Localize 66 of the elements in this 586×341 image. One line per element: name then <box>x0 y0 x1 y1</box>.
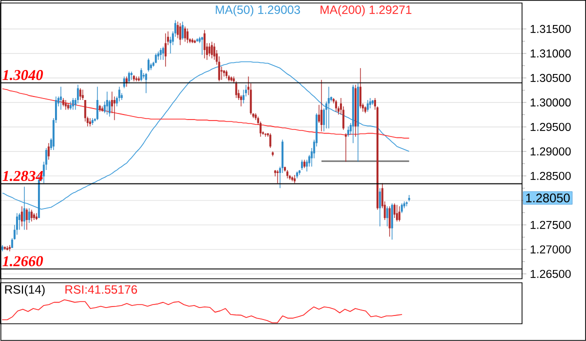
candlestick <box>60 86 62 110</box>
chart-title: RSI(14) <box>5 285 45 296</box>
candlestick <box>82 89 84 100</box>
candlestick <box>179 22 182 46</box>
candlestick <box>148 58 150 72</box>
candlestick <box>89 118 92 127</box>
candlestick <box>186 28 188 44</box>
ref-line-label: 1.3040 <box>2 70 43 80</box>
candlestick <box>369 98 372 109</box>
candlestick <box>145 72 148 94</box>
text: 1.28050 <box>526 194 570 202</box>
candlestick <box>18 212 20 230</box>
candlestick <box>335 100 338 112</box>
candlestick <box>128 71 130 84</box>
y-tick-label: 1.29000 <box>530 147 571 156</box>
candlestick <box>72 98 74 110</box>
candlestick <box>388 206 391 238</box>
candlestick <box>23 186 26 230</box>
candlestick <box>184 26 186 42</box>
candlestick <box>213 42 216 60</box>
candlestick <box>106 91 108 116</box>
candlestick <box>16 212 18 236</box>
y-tick-label: 1.29500 <box>530 123 571 132</box>
candlestick <box>391 203 394 240</box>
candlestick <box>204 30 206 59</box>
candlestick <box>398 206 400 222</box>
candlestick <box>400 203 403 214</box>
candlestick <box>182 21 184 40</box>
candlestick <box>84 100 86 122</box>
candlestick <box>20 206 23 227</box>
candlestick <box>220 66 223 80</box>
candlestick <box>164 33 167 68</box>
candlestick <box>36 212 38 220</box>
candlestick <box>276 170 279 184</box>
candlestick <box>130 71 132 80</box>
candlestick <box>210 41 213 59</box>
y-tick-label: 1.31000 <box>530 50 571 58</box>
y-tick-label: 1.26500 <box>530 270 571 278</box>
text: MA(200) 1.29271 <box>320 5 412 16</box>
text: MA(50) 1.29003 <box>216 5 300 16</box>
candlestick <box>301 160 303 171</box>
candlestick <box>235 81 238 98</box>
candlestick <box>242 89 244 104</box>
y-tick-label: 1.31500 <box>530 25 571 34</box>
candlestick <box>320 80 322 132</box>
candlestick <box>162 46 164 60</box>
candlestick <box>269 133 272 148</box>
y-tick-label: 1.27500 <box>530 220 571 230</box>
candlestick <box>79 88 82 100</box>
candlestick <box>160 48 162 60</box>
y-tick-label: 1.27000 <box>530 245 571 254</box>
candlestick <box>359 68 362 109</box>
candlestick <box>96 86 98 121</box>
y-tick-label: 1.28500 <box>530 172 571 180</box>
y-tick-label: 1.30500 <box>530 74 571 82</box>
y-tick-label: 1.30000 <box>530 98 571 107</box>
candlestick <box>123 76 126 89</box>
series-label: RSI:41.55176 <box>65 285 138 294</box>
candlestick <box>30 209 33 222</box>
candlestick <box>48 142 50 160</box>
candlestick <box>396 204 398 222</box>
candlestick <box>208 42 210 57</box>
ref-line-label: 1.2660 <box>2 256 43 266</box>
candlestick <box>28 208 30 224</box>
candlestick <box>378 188 381 227</box>
candlestick <box>394 203 396 219</box>
